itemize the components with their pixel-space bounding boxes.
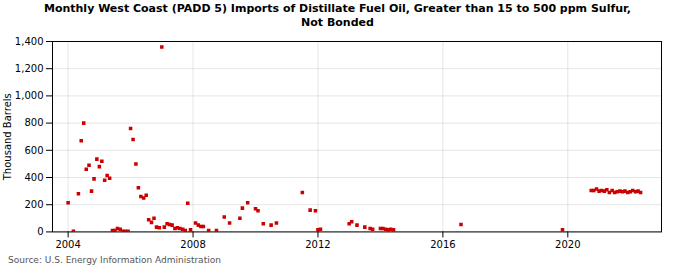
svg-text:600: 600 — [24, 144, 43, 155]
svg-text:200: 200 — [24, 198, 43, 209]
svg-text:2012: 2012 — [305, 239, 330, 250]
svg-text:1,000: 1,000 — [15, 90, 44, 101]
svg-text:2016: 2016 — [430, 239, 455, 250]
svg-text:0: 0 — [37, 226, 43, 237]
svg-text:Thousand Barrels: Thousand Barrels — [2, 93, 13, 181]
svg-text:2020: 2020 — [555, 239, 580, 250]
html-text:Monthly West Coast (PADD 5) Im: Monthly West Coast (PADD 5) Imports of D… — [43, 2, 631, 30]
svg-text:1,400: 1,400 — [15, 35, 44, 46]
svg-text:400: 400 — [24, 171, 43, 182]
svg-text:2004: 2004 — [55, 239, 80, 250]
svg-text:1,200: 1,200 — [15, 62, 44, 73]
html-text:Source: U.S. Energy Informatio: Source: U.S. Energy Information Administ… — [8, 255, 221, 265]
svg-text:2008: 2008 — [180, 239, 205, 250]
svg-text:800: 800 — [24, 117, 43, 128]
